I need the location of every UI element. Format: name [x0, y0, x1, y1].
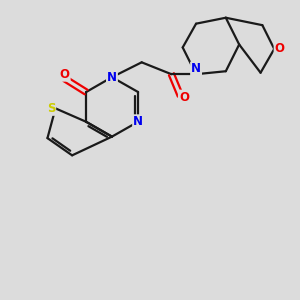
Text: N: N — [133, 115, 143, 128]
Text: O: O — [274, 42, 285, 56]
Text: O: O — [60, 68, 70, 81]
Text: S: S — [47, 102, 55, 115]
Text: O: O — [179, 91, 189, 103]
Text: N: N — [191, 62, 201, 75]
Text: N: N — [107, 71, 117, 84]
